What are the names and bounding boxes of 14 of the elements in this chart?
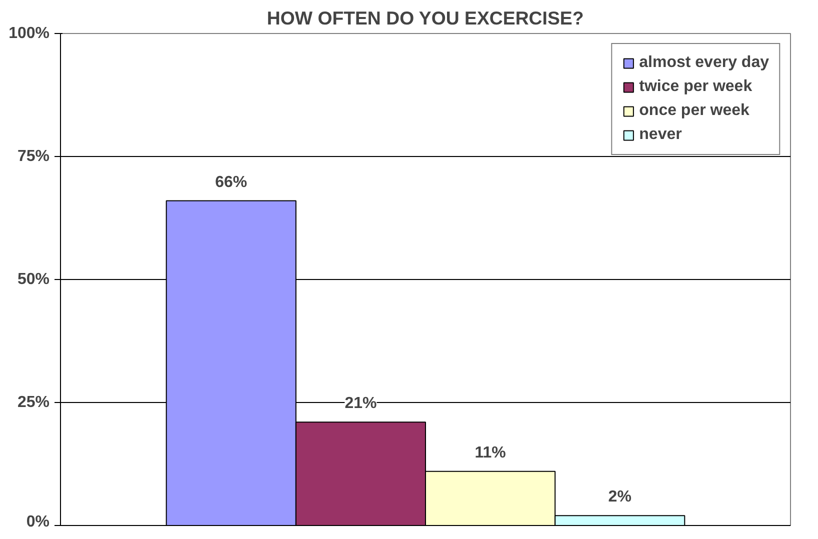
data-label: 66% xyxy=(215,174,248,191)
y-tick-label: 75% xyxy=(17,148,50,165)
legend-label: never xyxy=(639,126,682,144)
y-tick-label: 0% xyxy=(26,514,50,530)
legend-label: once per week xyxy=(639,102,750,120)
data-label: 2% xyxy=(608,488,632,506)
chart-title: HOW OFTEN DO YOU EXCERCISE? xyxy=(266,8,584,28)
data-label: 11% xyxy=(474,444,506,462)
y-tick-label: 25% xyxy=(17,394,50,411)
legend-label: almost every day xyxy=(639,54,769,72)
data-label: 21% xyxy=(344,395,377,412)
y-tick-label: 50% xyxy=(17,271,50,288)
legend-label: twice per week xyxy=(639,78,752,96)
y-tick-label: 100% xyxy=(8,25,50,42)
